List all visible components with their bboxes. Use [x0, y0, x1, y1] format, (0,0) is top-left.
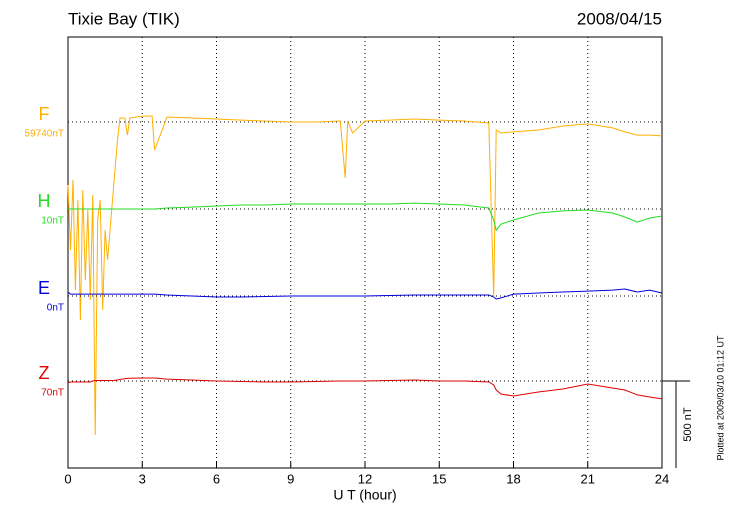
scale-bar-label: 500 nT: [682, 407, 694, 442]
series-name: F: [39, 104, 50, 124]
chart-title: Tixie Bay (TIK): [68, 9, 180, 28]
series-line: [67, 377, 663, 400]
x-axis-label: U T (hour): [333, 487, 396, 503]
series-line: [67, 288, 663, 300]
series-line: [67, 115, 663, 436]
x-tick-label: 0: [64, 471, 71, 486]
plot-note: Plotted at 2009/03/10 01:12 UT: [715, 335, 725, 461]
x-tick-label: 9: [287, 471, 294, 486]
x-tick-label: 3: [139, 471, 146, 486]
series-line: [68, 202, 663, 232]
baseline-label: 0nT: [47, 303, 64, 314]
baseline-label: 59740nT: [25, 129, 64, 140]
x-tick-label: 6: [213, 471, 220, 486]
series-name: E: [38, 278, 50, 298]
x-tick-label: 18: [506, 471, 520, 486]
chart-date: 2008/04/15: [577, 9, 662, 28]
series-name: Z: [39, 363, 50, 383]
baseline-label: 10nT: [41, 216, 64, 227]
x-tick-label: 21: [581, 471, 595, 486]
baseline-label: 70nT: [41, 388, 64, 399]
x-tick-label: 24: [655, 471, 669, 486]
series-name: H: [38, 191, 51, 211]
x-tick-label: 12: [358, 471, 372, 486]
x-tick-label: 15: [432, 471, 446, 486]
